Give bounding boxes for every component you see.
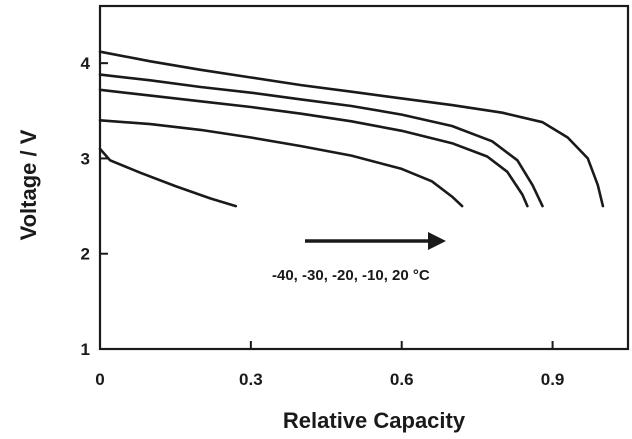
axis-ticks: 0 0.3 0.6 0.9 1 2 3 4 [81, 54, 565, 389]
x-tick-label: 0.9 [541, 370, 565, 389]
discharge-curve-5 [98, 50, 605, 208]
temperature-arrow [305, 232, 446, 250]
y-axis-title: Voltage / V [16, 129, 41, 240]
x-tick-label: 0 [95, 370, 104, 389]
discharge-curve-4 [98, 73, 544, 208]
x-tick-label: 0.3 [239, 370, 263, 389]
discharge-curve-2 [98, 119, 464, 208]
arrow-head [428, 232, 446, 250]
x-tick-label: 0.6 [390, 370, 414, 389]
y-tick-label: 1 [81, 340, 90, 359]
y-tick-label: 4 [81, 54, 91, 73]
discharge-curve-3 [98, 88, 529, 208]
plot-frame [98, 4, 630, 351]
temperature-annotation: -40, -30, -20, -10, 20 °C [272, 267, 430, 284]
plot-border [98, 4, 630, 351]
y-tick-label: 3 [81, 149, 90, 168]
y-tick-label: 2 [81, 245, 90, 264]
discharge-curves [98, 50, 605, 208]
x-axis-title: Relative Capacity [283, 408, 466, 433]
discharge-curve-1 [98, 147, 238, 208]
